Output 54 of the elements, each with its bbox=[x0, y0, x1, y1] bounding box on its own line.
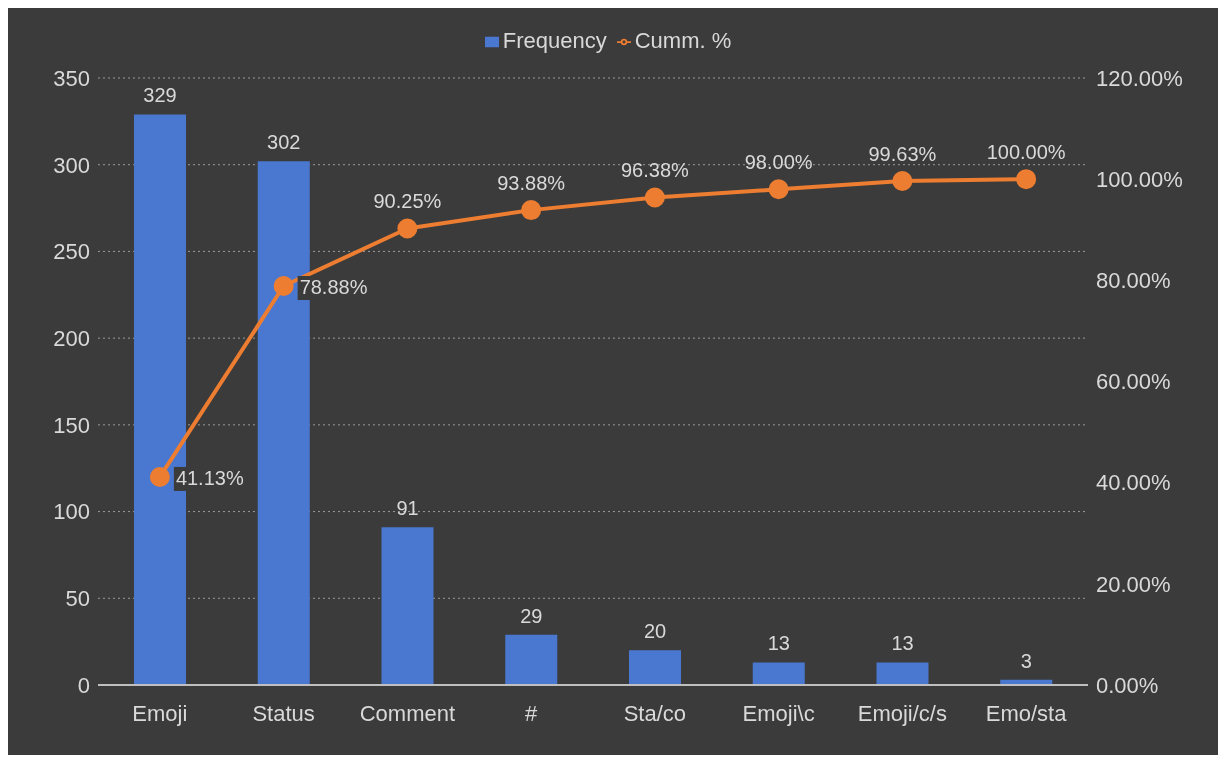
x-tick-label: Emoji/c/s bbox=[857, 700, 947, 726]
data-label: 78.88% bbox=[299, 276, 368, 298]
point bbox=[644, 187, 665, 208]
x-tick-label: Emoji\c bbox=[742, 700, 815, 726]
y-tick-label: 150 bbox=[53, 412, 90, 438]
data-label: 98.00% bbox=[744, 151, 813, 174]
y2-tick-label: 60.00% bbox=[1096, 369, 1171, 395]
y2-tick-label: 0.00% bbox=[1096, 672, 1159, 698]
y-tick-label: 250 bbox=[53, 239, 90, 265]
bar bbox=[629, 650, 681, 685]
data-label: 41.13% bbox=[175, 466, 244, 489]
y-tick-label: 0 bbox=[77, 672, 90, 698]
data-label: 13 bbox=[767, 632, 790, 655]
y-tick-label: 50 bbox=[65, 586, 90, 612]
data-label: 29 bbox=[520, 604, 543, 627]
data-label: 99.63% bbox=[868, 143, 937, 166]
y2-tick-label: 100.00% bbox=[1096, 166, 1183, 192]
y2-tick-label: 20.00% bbox=[1096, 571, 1171, 597]
y-tick-label: 350 bbox=[53, 65, 90, 91]
x-tick-label: # bbox=[525, 700, 538, 726]
x-tick-label: Comment bbox=[359, 700, 456, 726]
y-tick-label: 300 bbox=[53, 152, 90, 178]
y2-tick-label: 120.00% bbox=[1096, 65, 1183, 91]
point bbox=[521, 200, 542, 221]
data-label: 3 bbox=[1020, 649, 1032, 672]
y-tick-label: 200 bbox=[53, 325, 90, 351]
x-tick-label: Sta/co bbox=[623, 700, 687, 726]
data-label: 13 bbox=[891, 632, 914, 655]
data-label: 329 bbox=[143, 84, 177, 107]
x-tick-label: Emo/sta bbox=[985, 700, 1068, 726]
bar bbox=[505, 634, 558, 685]
bar bbox=[752, 662, 805, 685]
x-tick-label: Status bbox=[252, 700, 315, 726]
bar bbox=[381, 527, 434, 685]
data-label: 20 bbox=[643, 620, 667, 643]
point bbox=[273, 276, 294, 296]
bar bbox=[876, 662, 929, 685]
legend-label: Cumm. % bbox=[634, 28, 732, 53]
data-label: 93.88% bbox=[497, 172, 566, 195]
point bbox=[149, 466, 170, 487]
y2-tick-label: 40.00% bbox=[1096, 470, 1171, 496]
point bbox=[892, 171, 913, 192]
point bbox=[397, 218, 418, 239]
x-tick-label: Emoji bbox=[132, 700, 188, 726]
point bbox=[1016, 169, 1037, 190]
data-label: 96.38% bbox=[620, 159, 689, 182]
data-label: 91 bbox=[396, 497, 419, 520]
data-label: 100.00% bbox=[986, 141, 1066, 164]
data-label: 302 bbox=[267, 131, 301, 154]
data-label: 90.25% bbox=[373, 190, 442, 213]
y-tick-label: 100 bbox=[53, 499, 90, 525]
point bbox=[768, 179, 789, 200]
legend-label: Frequency bbox=[502, 28, 607, 53]
y2-tick-label: 80.00% bbox=[1096, 268, 1171, 294]
